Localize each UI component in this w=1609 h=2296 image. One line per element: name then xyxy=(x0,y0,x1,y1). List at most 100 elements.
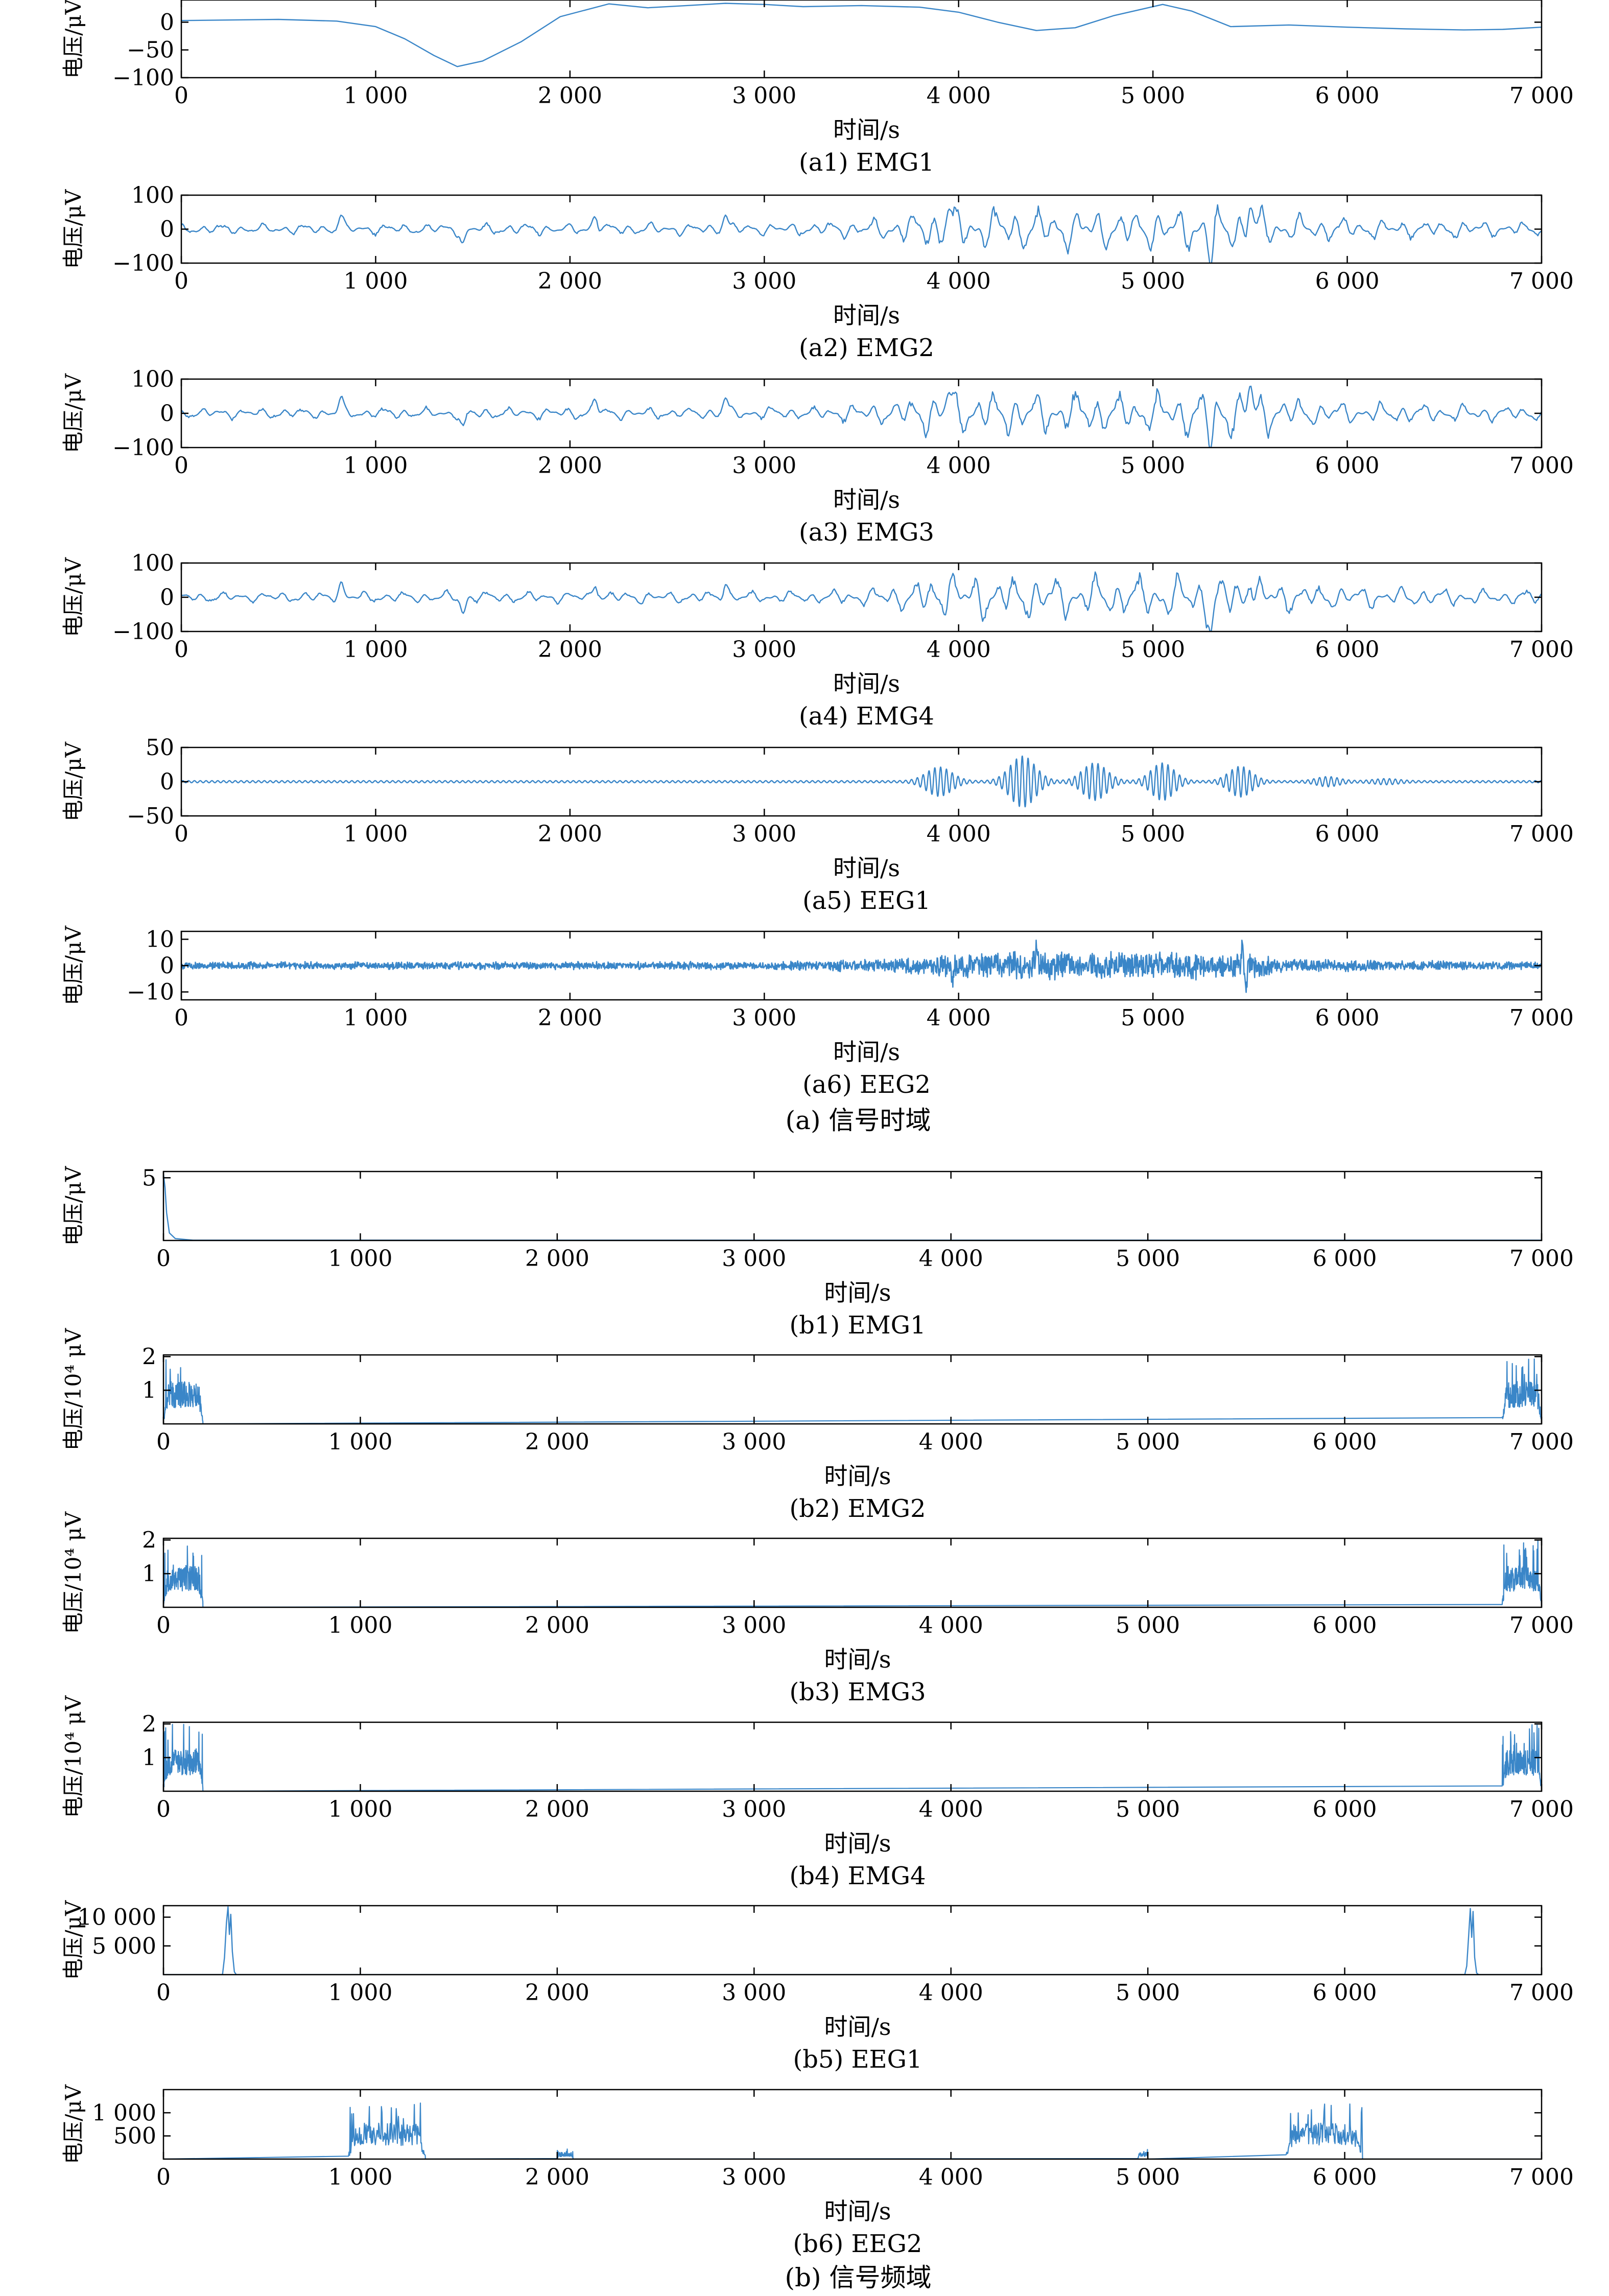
x-tick-label: 2 000 xyxy=(525,1246,589,1272)
x-tick-label: 7 000 xyxy=(1509,83,1574,109)
y-tick-label: 100 xyxy=(131,550,174,576)
plot-frame-b4 xyxy=(162,1721,1543,1792)
panel-b5: 0 1 000 2 000 3 000 4 000 5 000 6 000 7 000 10 0… xyxy=(61,1900,1574,2074)
x-tick-label: 0 xyxy=(174,1005,188,1031)
x-tick-label: 7 000 xyxy=(1509,1612,1574,1638)
x-tick-label: 0 xyxy=(174,637,188,663)
series-line-b3-0 xyxy=(163,1539,1542,1607)
x-axis-label: 时间/s xyxy=(824,1830,891,1857)
x-tick-label: 6 000 xyxy=(1313,1796,1377,1822)
y-axis-label: 电压/μV xyxy=(61,925,86,1005)
x-tick-label: 6 000 xyxy=(1315,268,1380,294)
x-tick-label: 5 000 xyxy=(1121,83,1185,109)
x-tick-label: 2 000 xyxy=(525,1980,589,2006)
x-tick-label: 0 xyxy=(156,1429,171,1455)
panel-caption: (a6) EEG2 xyxy=(802,1070,931,1099)
y-tick-label: 50 xyxy=(146,735,174,761)
x-axis-label: 时间/s xyxy=(824,2197,891,2225)
x-axis-label: 时间/s xyxy=(824,1646,891,1673)
x-tick-label: 5 000 xyxy=(1116,1429,1180,1455)
x-tick-label: 1 000 xyxy=(328,1612,392,1638)
panel-a1: 0 1 000 2 000 3 000 4 000 5 000 6 000 7 000 0−50… xyxy=(61,0,1574,177)
x-tick-label: 2 000 xyxy=(538,1005,602,1031)
x-tick-label: 6 000 xyxy=(1315,453,1380,479)
x-tick-label: 3 000 xyxy=(722,1796,786,1822)
plot-frame-b1 xyxy=(162,1170,1543,1241)
series-line-b5-0 xyxy=(163,1906,1542,1975)
x-tick-label: 7 000 xyxy=(1509,1429,1574,1455)
series-line-b1-0 xyxy=(163,1174,1542,1240)
series-line-b4-0 xyxy=(163,1724,1542,1791)
panel-caption: (a5) EEG1 xyxy=(802,886,931,915)
x-tick-label: 0 xyxy=(174,821,188,847)
panel-caption: (b6) EEG2 xyxy=(793,2230,922,2258)
x-tick-label: 4 000 xyxy=(919,1980,983,2006)
y-tick-label: 100 xyxy=(131,182,174,208)
y-tick-label: 0 xyxy=(160,217,174,243)
x-tick-label: 3 000 xyxy=(732,637,796,663)
x-tick-label: 4 000 xyxy=(927,637,991,663)
x-tick-label: 1 000 xyxy=(343,1005,408,1031)
x-tick-label: 0 xyxy=(156,1980,171,2006)
x-tick-label: 3 000 xyxy=(732,453,796,479)
x-tick-label: 7 000 xyxy=(1509,1005,1574,1031)
y-tick-label: 1 xyxy=(142,1377,156,1403)
x-axis-label: 时间/s xyxy=(833,486,900,513)
x-axis-label: 时间/s xyxy=(824,1462,891,1490)
x-tick-label: 0 xyxy=(174,453,188,479)
y-tick-label: 0 xyxy=(160,953,174,979)
x-tick-label: 2 000 xyxy=(538,453,602,479)
x-tick-label: 6 000 xyxy=(1313,2164,1377,2190)
y-tick-label: 1 000 xyxy=(92,2100,156,2126)
x-tick-label: 6 000 xyxy=(1313,1429,1377,1455)
x-tick-label: 7 000 xyxy=(1509,268,1574,294)
series-line-b6-0 xyxy=(163,2102,1542,2159)
y-tick-label: −50 xyxy=(127,37,174,63)
x-tick-label: 4 000 xyxy=(927,1005,991,1031)
x-tick-label: 3 000 xyxy=(732,821,796,847)
x-tick-label: 7 000 xyxy=(1509,637,1574,663)
x-axis-label: 时间/s xyxy=(833,854,900,882)
x-tick-label: 1 000 xyxy=(343,453,408,479)
x-tick-label: 6 000 xyxy=(1315,637,1380,663)
y-tick-label: 10 000 xyxy=(78,1905,156,1931)
x-tick-label: 0 xyxy=(174,83,188,109)
series-line-a4-0 xyxy=(181,571,1542,631)
y-tick-label: 0 xyxy=(160,401,174,427)
x-tick-label: 6 000 xyxy=(1315,1005,1380,1031)
y-tick-label: −10 xyxy=(127,979,174,1005)
x-tick-label: 1 000 xyxy=(328,1796,392,1822)
x-tick-label: 2 000 xyxy=(525,1612,589,1638)
x-tick-label: 0 xyxy=(174,268,188,294)
x-tick-label: 1 000 xyxy=(328,2164,392,2190)
x-tick-label: 5 000 xyxy=(1121,821,1185,847)
y-tick-label: 2 xyxy=(142,1711,156,1737)
x-tick-label: 5 000 xyxy=(1121,1005,1185,1031)
x-tick-label: 6 000 xyxy=(1313,1612,1377,1638)
plot-frame-a1 xyxy=(180,0,1543,79)
x-tick-label: 7 000 xyxy=(1509,1246,1574,1272)
x-tick-label: 2 000 xyxy=(525,2164,589,2190)
x-tick-label: 3 000 xyxy=(732,1005,796,1031)
plot-frame-a2 xyxy=(180,194,1543,264)
y-tick-label: −100 xyxy=(112,619,174,645)
y-axis-label: 电压/μV xyxy=(61,741,86,821)
x-tick-label: 5 000 xyxy=(1121,637,1185,663)
x-tick-label: 1 000 xyxy=(328,1429,392,1455)
x-tick-label: 4 000 xyxy=(919,1612,983,1638)
x-tick-label: 5 000 xyxy=(1116,1612,1180,1638)
series-line-a3-0 xyxy=(181,385,1542,448)
y-tick-label: 1 xyxy=(142,1561,156,1587)
y-axis-label: 电压/μV xyxy=(61,373,86,453)
panel-a2: 0 1 000 2 000 3 000 4 000 5 000 6 000 7 000 100 0… xyxy=(61,182,1574,362)
y-tick-label: 0 xyxy=(160,769,174,795)
panel-caption: (a1) EMG1 xyxy=(799,148,934,177)
panel-caption: (b2) EMG2 xyxy=(789,1494,926,1523)
x-tick-label: 1 000 xyxy=(343,268,408,294)
x-tick-label: 3 000 xyxy=(722,1429,786,1455)
y-axis-label: 电压/10⁴ μV xyxy=(61,1328,86,1450)
x-tick-label: 3 000 xyxy=(722,2164,786,2190)
